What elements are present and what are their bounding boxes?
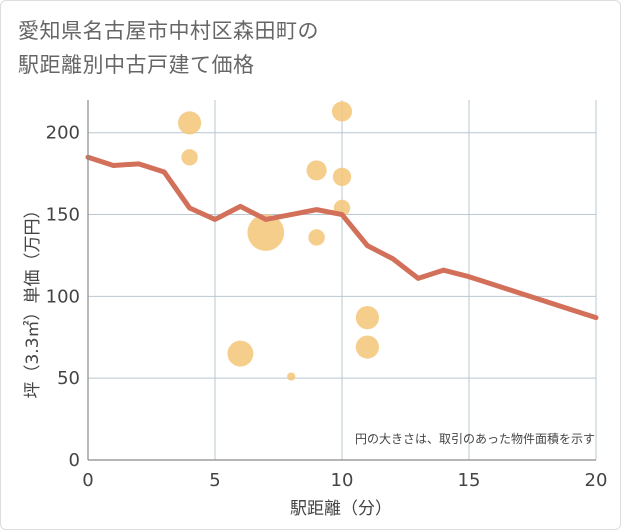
y-tick-label-150: 150 xyxy=(46,205,80,226)
data-bubble-5 xyxy=(306,160,327,181)
x-tick-label-0: 0 xyxy=(82,470,93,491)
y-axis-label: 坪（3.3㎡）単価（万円） xyxy=(23,201,43,398)
data-bubble-2 xyxy=(227,340,254,367)
y-tick-label-0: 0 xyxy=(69,450,80,471)
data-bubble-4 xyxy=(287,372,296,381)
data-bubble-7 xyxy=(331,101,353,122)
data-bubble-0 xyxy=(178,111,202,135)
trend-line-group xyxy=(85,154,599,321)
x-tick-label-10: 10 xyxy=(331,470,354,491)
x-tick-label-5: 5 xyxy=(209,470,220,491)
chart-title-line-2: 駅距離別中古戸建て価格 xyxy=(18,53,255,77)
grid-lines xyxy=(88,100,597,460)
x-tick-label-15: 15 xyxy=(458,470,481,491)
y-tick-label-200: 200 xyxy=(46,123,80,144)
axes: 0 50 100 150 200 0 5 10 15 20 xyxy=(46,100,608,491)
y-tick-label-100: 100 xyxy=(46,286,80,307)
y-tick-label-50: 50 xyxy=(57,368,80,389)
bubble-size-note: 円の大きさは、取引のあった物件面積を示す xyxy=(355,431,595,446)
chart-title: 愛知県名古屋市中村区森田町の 駅距離別中古戸建て価格 xyxy=(18,14,319,82)
data-bubble-1 xyxy=(181,149,198,166)
data-bubble-8 xyxy=(332,167,352,187)
data-bubbles xyxy=(178,101,379,381)
x-tick-label-20: 20 xyxy=(585,470,608,491)
chart-title-line-1: 愛知県名古屋市中村区森田町の xyxy=(18,19,319,43)
x-axis-label: 駅距離（分） xyxy=(290,499,392,519)
trend-line xyxy=(85,154,599,321)
data-bubble-3 xyxy=(247,214,285,251)
data-bubble-6 xyxy=(308,229,325,246)
data-bubble-10 xyxy=(355,306,379,330)
data-bubble-11 xyxy=(355,335,379,359)
